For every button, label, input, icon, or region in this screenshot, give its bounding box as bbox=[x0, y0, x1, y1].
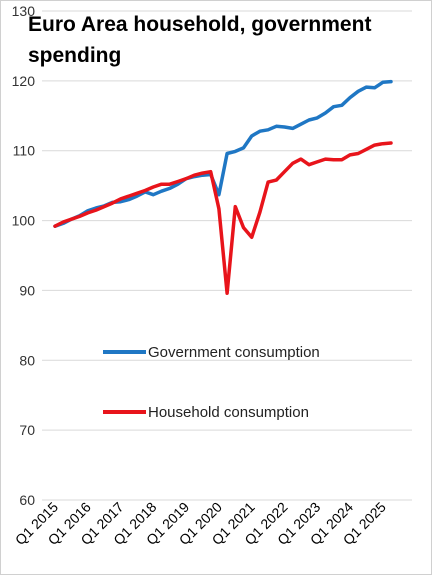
series-lines bbox=[53, 79, 393, 295]
series-line-household bbox=[53, 141, 393, 295]
legend-label-household: Household consumption bbox=[148, 404, 309, 421]
y-tick-label: 60 bbox=[19, 492, 35, 508]
y-tick-label: 130 bbox=[12, 3, 36, 19]
y-tick-label: 120 bbox=[12, 73, 36, 89]
y-tick-label: 90 bbox=[19, 282, 35, 298]
y-axis-ticks: 60 70 80 90 100 110 120 130 bbox=[12, 3, 36, 508]
legend: Government consumption Household consump… bbox=[103, 344, 320, 421]
y-tick-label: 100 bbox=[12, 213, 36, 229]
legend-label-government: Government consumption bbox=[148, 344, 320, 361]
y-tick-label: 110 bbox=[13, 143, 36, 159]
y-tick-label: 80 bbox=[19, 352, 35, 368]
gridlines bbox=[42, 10, 412, 501]
y-tick-label: 70 bbox=[19, 422, 35, 438]
chart-title-line-2: spending bbox=[28, 44, 121, 67]
chart-title-line-1: Euro Area household, government bbox=[28, 13, 371, 36]
chart-title: Euro Area household, government spending bbox=[28, 13, 371, 67]
